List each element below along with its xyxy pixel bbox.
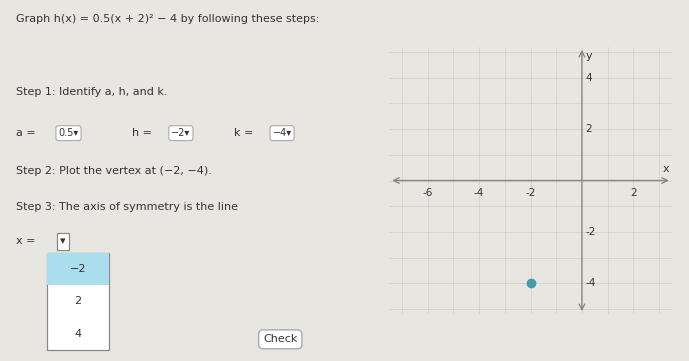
Text: 2: 2 — [74, 296, 81, 306]
Text: -4: -4 — [474, 188, 484, 198]
FancyBboxPatch shape — [47, 253, 109, 350]
Text: 2: 2 — [586, 124, 593, 134]
FancyBboxPatch shape — [47, 253, 109, 285]
Text: 4: 4 — [74, 329, 81, 339]
Text: ▾: ▾ — [61, 236, 66, 247]
Text: 2: 2 — [630, 188, 637, 198]
Text: Step 3: The axis of symmetry is the line: Step 3: The axis of symmetry is the line — [16, 202, 238, 212]
Text: -6: -6 — [422, 188, 433, 198]
Text: h =: h = — [132, 128, 152, 138]
Text: Step 2: Plot the vertex at (−2, −4).: Step 2: Plot the vertex at (−2, −4). — [16, 166, 212, 176]
Text: 4: 4 — [586, 73, 593, 83]
Text: Check: Check — [263, 334, 298, 344]
Text: x =: x = — [16, 236, 35, 247]
Text: 0.5▾: 0.5▾ — [59, 128, 79, 138]
Text: -4: -4 — [586, 278, 596, 288]
Text: −2▾: −2▾ — [172, 128, 191, 138]
Text: −4▾: −4▾ — [272, 128, 291, 138]
Text: a =: a = — [16, 128, 35, 138]
Text: -2: -2 — [586, 227, 596, 237]
Text: Graph h(x) = 0.5(x + 2)² − 4 by following these steps:: Graph h(x) = 0.5(x + 2)² − 4 by followin… — [16, 14, 319, 25]
Text: y: y — [586, 51, 593, 61]
Text: k =: k = — [234, 128, 253, 138]
Text: x: x — [663, 164, 669, 174]
Text: -2: -2 — [525, 188, 536, 198]
Text: Step 1: Identify a, h, and k.: Step 1: Identify a, h, and k. — [16, 87, 167, 97]
Text: −2: −2 — [70, 264, 86, 274]
